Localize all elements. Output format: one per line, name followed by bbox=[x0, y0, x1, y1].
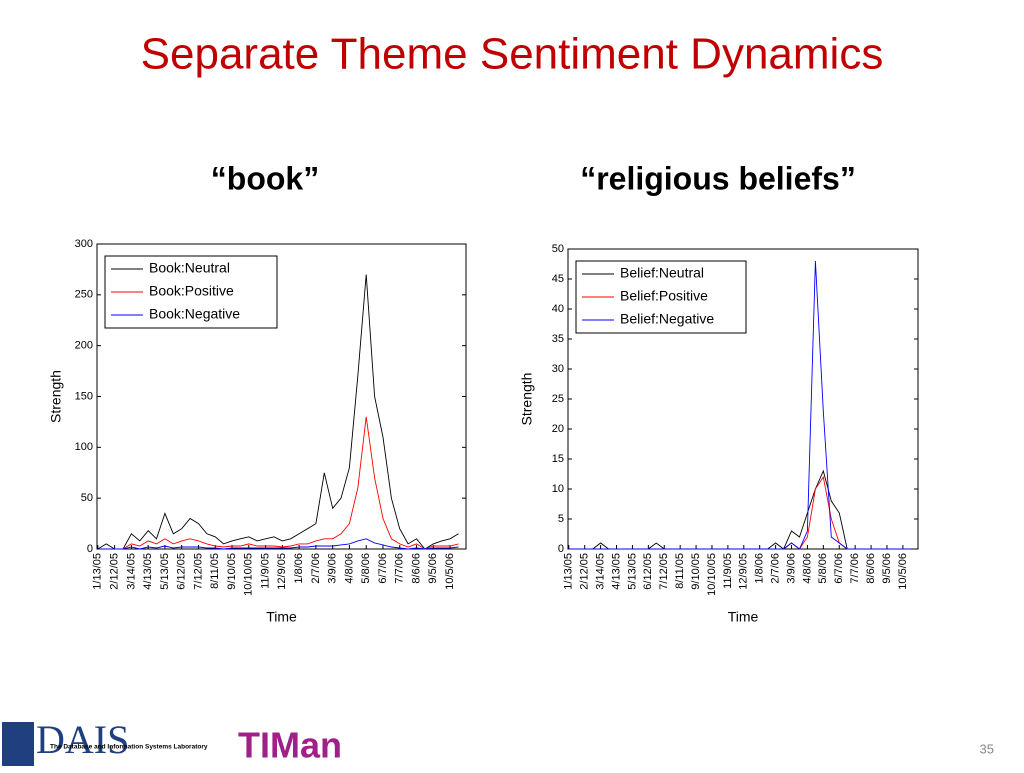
y-tick-label: 15 bbox=[552, 453, 564, 465]
legend-box bbox=[104, 255, 278, 329]
y-tick-label: 40 bbox=[552, 303, 564, 315]
y-tick-label: 25 bbox=[552, 393, 564, 405]
legend-label: Belief:Positive bbox=[620, 288, 708, 304]
x-tick-label: 6/7/06 bbox=[377, 553, 389, 584]
y-tick-label: 0 bbox=[87, 543, 93, 555]
legend-label: Belief:Negative bbox=[620, 311, 714, 327]
logo-caption: The Database and Information Systems Lab… bbox=[50, 744, 208, 751]
series-line bbox=[568, 260, 911, 550]
x-tick-label: 4/8/06 bbox=[343, 553, 355, 584]
x-tick-label: 9/5/06 bbox=[427, 553, 439, 584]
x-tick-label: 2/7/06 bbox=[770, 553, 782, 584]
y-tick-label: 300 bbox=[75, 238, 93, 250]
x-tick-label: 5/8/06 bbox=[817, 553, 829, 584]
logo-left: DAIS bbox=[36, 717, 129, 762]
x-tick-label: 1/13/05 bbox=[92, 553, 104, 590]
legend-label: Book:Positive bbox=[149, 283, 234, 299]
x-tick-label: 7/12/05 bbox=[658, 553, 670, 590]
y-axis-label: Strength bbox=[519, 373, 535, 426]
x-tick-label: 8/11/05 bbox=[674, 553, 686, 589]
x-tick-label: 5/13/05 bbox=[626, 553, 638, 590]
x-tick-label: 6/12/05 bbox=[176, 553, 188, 590]
y-tick-label: 5 bbox=[558, 513, 564, 525]
y-tick-label: 0 bbox=[558, 543, 564, 555]
x-tick-label: 3/14/05 bbox=[125, 553, 137, 590]
series-line bbox=[97, 538, 459, 550]
y-tick-label: 50 bbox=[81, 492, 93, 504]
x-tick-label: 9/10/05 bbox=[226, 553, 238, 590]
y-tick-label: 250 bbox=[75, 289, 93, 301]
logo-mark bbox=[2, 722, 34, 766]
x-tick-label: 9/5/06 bbox=[881, 553, 893, 584]
x-tick-label: 9/10/05 bbox=[690, 553, 702, 590]
x-tick-label: 4/13/05 bbox=[142, 553, 154, 590]
x-tick-label: 10/5/06 bbox=[444, 553, 456, 590]
y-tick-label: 50 bbox=[552, 243, 564, 255]
chart-title: “book” bbox=[211, 160, 319, 196]
x-tick-label: 5/13/05 bbox=[159, 553, 171, 590]
x-tick-label: 1/8/06 bbox=[293, 553, 305, 584]
x-tick-label: 2/7/06 bbox=[310, 553, 322, 584]
x-tick-label: 6/7/06 bbox=[833, 553, 845, 584]
x-tick-label: 2/12/05 bbox=[109, 553, 121, 590]
x-tick-label: 2/12/05 bbox=[579, 553, 591, 590]
y-axis-label: Strength bbox=[48, 370, 64, 423]
x-tick-label: 11/9/05 bbox=[722, 553, 734, 589]
x-tick-label: 4/13/05 bbox=[610, 553, 622, 590]
x-tick-label: 10/10/05 bbox=[706, 553, 718, 596]
y-tick-label: 10 bbox=[552, 483, 564, 495]
x-tick-label: 12/9/05 bbox=[738, 553, 750, 590]
y-tick-label: 45 bbox=[552, 273, 564, 285]
y-tick-label: 100 bbox=[75, 441, 93, 453]
legend-label: Book:Negative bbox=[149, 306, 240, 322]
x-tick-label: 1/8/06 bbox=[754, 553, 766, 584]
y-tick-label: 35 bbox=[552, 333, 564, 345]
x-tick-label: 10/5/06 bbox=[897, 553, 909, 590]
logo-right: TIMan bbox=[238, 725, 342, 766]
x-tick-label: 12/9/05 bbox=[276, 553, 288, 590]
x-tick-label: 1/13/05 bbox=[563, 553, 575, 590]
series-line bbox=[97, 416, 459, 550]
x-tick-label: 7/12/05 bbox=[192, 553, 204, 590]
y-tick-label: 150 bbox=[75, 390, 93, 402]
x-tick-label: 8/6/06 bbox=[410, 553, 422, 584]
x-tick-label: 8/11/05 bbox=[209, 553, 221, 589]
page-number: 35 bbox=[980, 741, 994, 756]
legend-label: Book:Neutral bbox=[149, 260, 230, 276]
x-tick-label: 3/14/05 bbox=[595, 553, 607, 590]
x-tick-label: 3/9/06 bbox=[327, 553, 339, 584]
x-tick-label: 11/9/05 bbox=[259, 553, 271, 589]
series-line bbox=[97, 274, 459, 550]
x-tick-label: 5/8/06 bbox=[360, 553, 372, 584]
x-tick-label: 6/12/05 bbox=[642, 553, 654, 590]
legend-label: Belief:Neutral bbox=[620, 265, 704, 281]
slide-title: Separate Theme Sentiment Dynamics bbox=[141, 30, 884, 79]
x-axis-label: Time bbox=[266, 609, 297, 625]
x-tick-label: 7/7/06 bbox=[394, 553, 406, 584]
x-tick-label: 8/6/06 bbox=[865, 553, 877, 584]
y-tick-label: 30 bbox=[552, 363, 564, 375]
x-tick-label: 10/10/05 bbox=[243, 553, 255, 596]
chart-title: “religious beliefs” bbox=[580, 160, 856, 196]
x-tick-label: 7/7/06 bbox=[849, 553, 861, 584]
x-tick-label: 4/8/06 bbox=[801, 553, 813, 584]
x-axis-label: Time bbox=[728, 609, 759, 625]
y-tick-label: 20 bbox=[552, 423, 564, 435]
x-tick-label: 3/9/06 bbox=[785, 553, 797, 584]
y-tick-label: 200 bbox=[75, 340, 93, 352]
